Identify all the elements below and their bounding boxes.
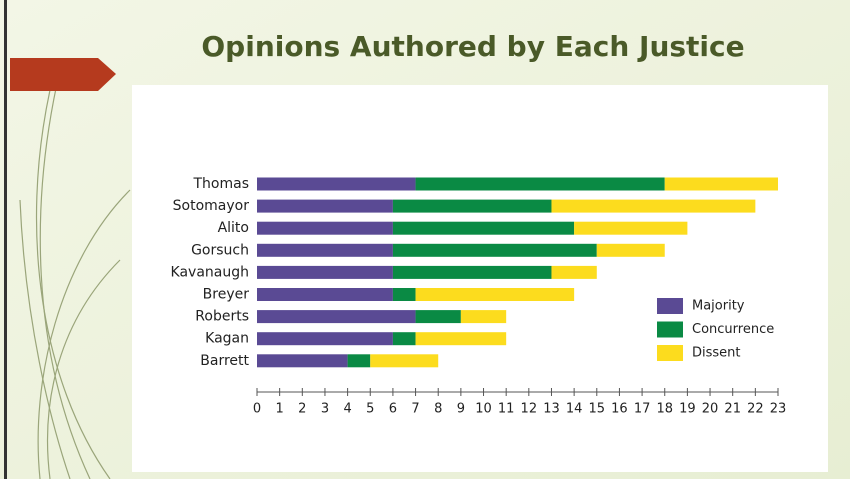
bar-segment [664,177,778,191]
bar-segment [415,177,665,191]
bar-segment [596,243,665,257]
x-tick-label: 23 [770,402,787,417]
legend-swatch [657,298,683,314]
legend-swatch [657,321,683,338]
decor-curves [19,69,131,480]
bar-segment [370,354,439,368]
x-tick-label: 12 [521,402,538,417]
x-tick-label: 21 [724,402,741,417]
x-tick-label: 19 [679,402,696,417]
x-tick-label: 1 [276,402,284,417]
bar-segment [392,265,552,279]
y-tick-label: Kagan [205,331,249,347]
x-tick-label: 0 [253,402,261,417]
bar-segment [257,332,393,346]
bar-segment [392,288,416,301]
x-tick-label: 11 [498,402,515,417]
x-tick-label: 17 [634,402,651,417]
bar-segment [392,221,575,235]
bar-segment [415,310,461,324]
bar-segment [551,199,756,213]
bar-segment [257,288,393,301]
y-tick-label: Alito [218,220,249,236]
x-tick-label: 15 [589,402,606,417]
bar-segment [415,332,507,346]
x-tick-label: 20 [702,402,719,417]
legend-label: Dissent [692,346,741,361]
title-arrow [10,58,116,91]
bar-segment [257,243,393,257]
y-tick-label: Breyer [203,287,250,303]
chart-title: Opinions Authored by Each Justice [201,30,744,63]
bar-segment [257,265,393,279]
legend-swatch [657,345,683,361]
y-tick-label: Gorsuch [191,242,249,258]
y-tick-label: Roberts [195,309,249,325]
bar-segment [257,310,416,324]
legend-label: Majority [692,299,745,314]
bar-segment [257,199,393,213]
bar-segment [415,288,575,301]
y-tick-label: Kavanaugh [171,264,249,280]
y-tick-label: Barrett [200,353,249,369]
bar-segment [257,354,348,368]
x-tick-label: 7 [411,402,419,417]
y-tick-label: Sotomayor [173,198,250,214]
x-tick-label: 5 [366,402,374,417]
y-tick-label: Thomas [192,176,249,192]
x-tick-label: 9 [457,402,465,417]
left-border [4,0,7,479]
bar-segment [392,199,552,213]
bar-segment [460,310,507,324]
x-tick-label: 14 [566,402,583,417]
x-tick-label: 4 [343,402,351,417]
x-tick-label: 2 [298,402,306,417]
bar-segment [257,177,416,191]
x-tick-label: 13 [543,402,560,417]
legend-label: Concurrence [692,322,774,337]
x-tick-label: 18 [656,402,673,417]
x-tick-label: 8 [434,402,442,417]
bar-segment [347,354,371,368]
x-tick-label: 16 [611,402,628,417]
bar-segment [574,221,688,235]
bar-segment [551,265,597,279]
bar-segment [392,243,597,257]
x-tick-label: 10 [475,402,492,417]
bar-segment [257,221,393,235]
x-tick-label: 6 [389,402,397,417]
x-tick-label: 22 [747,402,764,417]
x-tick-label: 3 [321,402,329,417]
bar-segment [392,332,416,346]
